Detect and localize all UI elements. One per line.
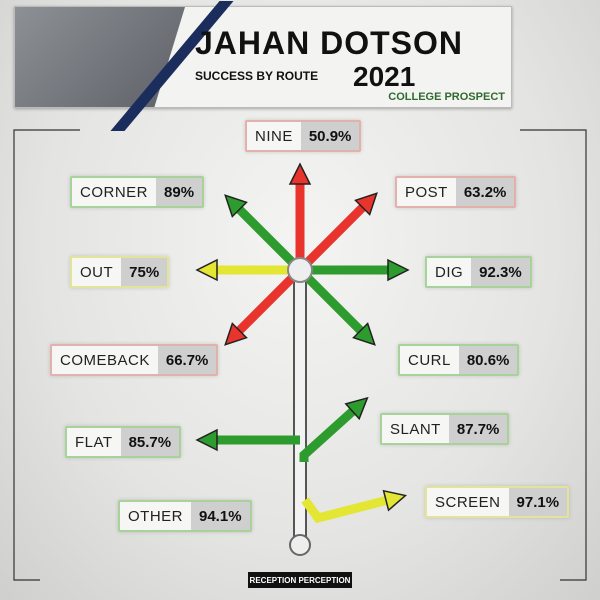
route-name: CORNER: [80, 183, 149, 201]
first-name: JAHAN: [195, 25, 311, 61]
route-value: 80.6%: [458, 346, 518, 374]
route-value: 85.7%: [120, 428, 180, 456]
route-value: 92.3%: [471, 258, 530, 286]
route-name: POST: [405, 183, 448, 201]
route-name: SLANT: [390, 420, 441, 438]
route-name: FLAT: [75, 433, 113, 451]
route-value: 63.2%: [455, 178, 515, 206]
route-value: 94.1%: [191, 502, 250, 530]
snap-point: [287, 257, 313, 283]
route-name: NINE: [255, 127, 293, 145]
subtitle: SUCCESS BY ROUTE: [195, 69, 319, 83]
arrows: [195, 162, 410, 524]
logo-bg: [248, 572, 352, 588]
last-name: DOTSON: [320, 25, 464, 61]
header: JAHAN DOTSON SUCCESS BY ROUTE 2021 COLLE…: [14, 1, 512, 131]
route-name: DIG: [435, 263, 464, 281]
route-value: 97.1%: [508, 488, 568, 516]
route-name: OUT: [80, 263, 114, 281]
route-value: 75%: [121, 258, 168, 286]
route-name: COMEBACK: [60, 351, 150, 369]
stem-end: [289, 534, 311, 556]
route-value: 50.9%: [300, 122, 360, 150]
year: 2021: [353, 61, 416, 92]
route-value: 87.7%: [448, 415, 508, 443]
frame-brackets: [13, 129, 587, 581]
tag: COLLEGE PROSPECT: [388, 91, 505, 103]
player-photo: [15, 7, 185, 107]
route-name: CURL: [408, 351, 451, 369]
route-value: 66.7%: [157, 346, 217, 374]
route-name: SCREEN: [435, 493, 501, 511]
route-value: 89%: [156, 178, 203, 206]
route-name: OTHER: [128, 507, 183, 525]
logo: RECEPTION PERCEPTION: [250, 576, 351, 585]
